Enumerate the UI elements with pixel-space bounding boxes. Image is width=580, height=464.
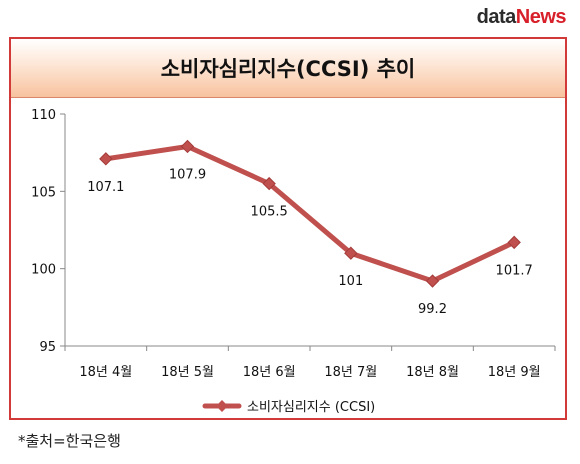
chart-title-box: 소비자심리지수(CCSI) 추이: [11, 39, 565, 98]
x-tick-label: 18년 9월: [488, 365, 541, 380]
legend-label: 소비자심리지수 (CCSI): [247, 400, 375, 415]
series-line: [103, 143, 517, 284]
data-label: 101.7: [496, 263, 533, 278]
source-note: *출처=한국은행: [18, 432, 121, 450]
data-label: 105.5: [251, 205, 288, 220]
y-tick-label: 105: [31, 185, 56, 200]
x-tick-label: 18년 8월: [406, 365, 459, 380]
data-label: 101: [338, 274, 363, 289]
data-point-marker: [180, 139, 195, 154]
x-tick-label: 18년 7월: [324, 365, 377, 380]
series-group: [99, 139, 521, 288]
chart-title: 소비자심리지수(CCSI) 추이: [160, 57, 416, 81]
y-tick-labels: 95 100 105 110: [31, 108, 56, 355]
x-tick-labels: 18년 4월 18년 5월 18년 6월 18년 7월 18년 8월 18년 9월: [79, 365, 540, 380]
chart-axes: [60, 113, 556, 351]
y-tick-label: 100: [31, 263, 56, 278]
datanews-logo: dataNews: [476, 6, 567, 29]
x-tick-label: 18년 4월: [79, 365, 132, 380]
data-label: 107.1: [87, 180, 124, 195]
logo-part2: News: [515, 6, 567, 28]
x-tick-label: 18년 6월: [243, 365, 296, 380]
data-point-marker: [262, 176, 276, 191]
chart-legend: 소비자심리지수 (CCSI): [202, 400, 375, 415]
data-label: 107.9: [169, 167, 206, 182]
x-tick-label: 18년 5월: [161, 365, 214, 380]
chart-frame: 소비자심리지수(CCSI) 추이: [9, 37, 567, 420]
logo-part1: data: [476, 6, 517, 28]
data-point-marker: [99, 152, 113, 166]
legend-marker: [216, 400, 228, 412]
data-point-marker: [344, 246, 358, 260]
y-tick-label: 95: [39, 340, 56, 355]
data-point-marker: [507, 235, 521, 250]
data-label: 99.2: [418, 302, 447, 317]
y-tick-label: 110: [31, 108, 56, 123]
data-labels: 107.1 107.9 105.5 101 99.2 101.7: [87, 167, 533, 317]
data-point-marker: [425, 274, 440, 288]
